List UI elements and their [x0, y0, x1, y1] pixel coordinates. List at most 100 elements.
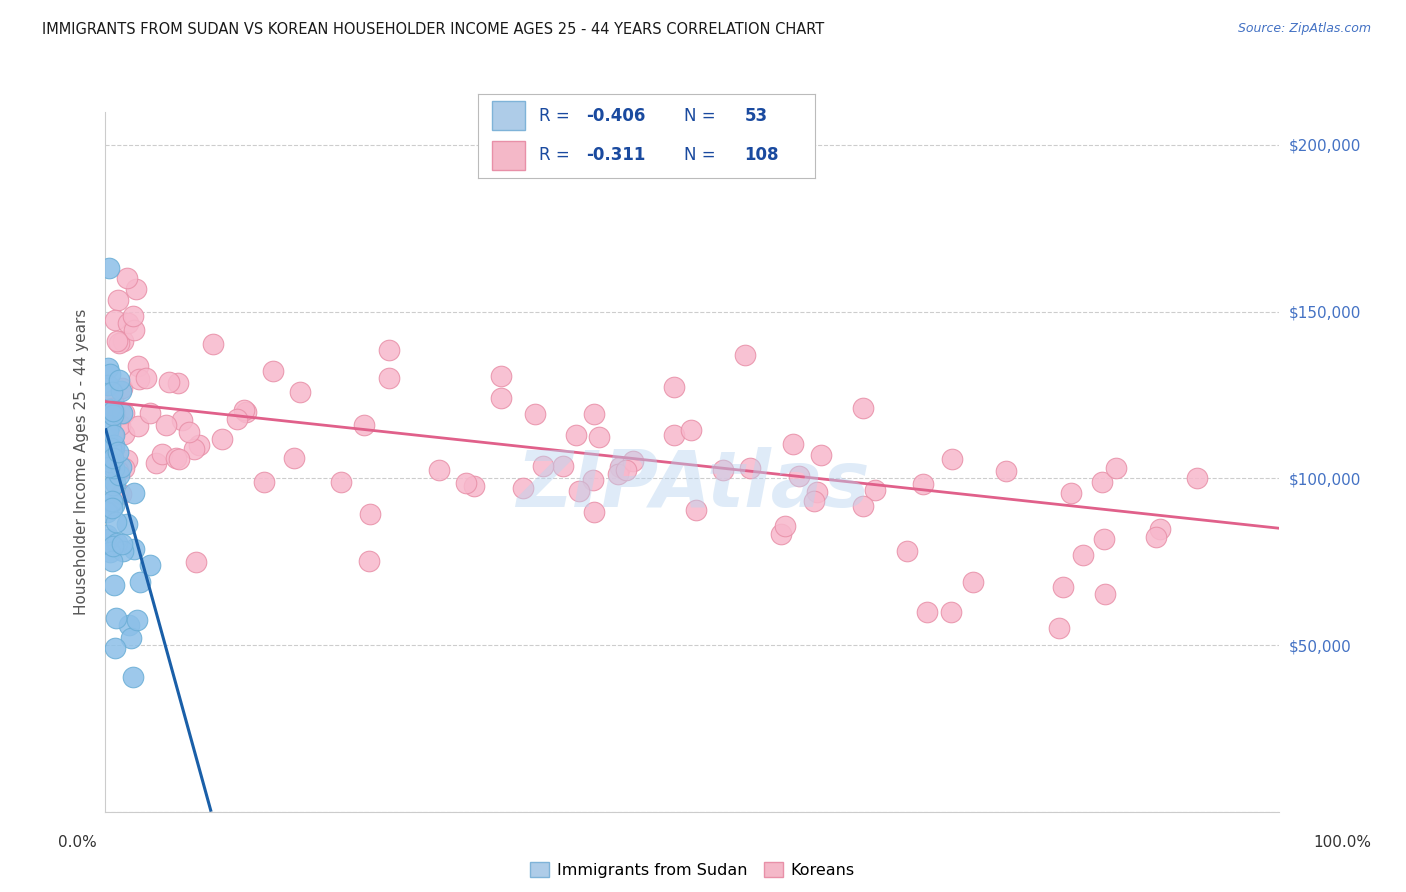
Point [1071, 548, 1094, 562]
Point [917, 605, 939, 619]
Point [463, 478, 485, 492]
Point [769, 526, 792, 541]
Point [98, 544, 121, 558]
Point [583, 407, 606, 421]
Point [97, 424, 120, 438]
Point [167, 376, 190, 390]
Point [112, 461, 135, 475]
Point [353, 418, 375, 433]
Point [101, 540, 124, 554]
Text: R =: R = [538, 107, 575, 125]
Point [803, 494, 825, 508]
Point [330, 475, 353, 490]
Point [939, 605, 962, 619]
Text: IMMIGRANTS FROM SUDAN VS KOREAN HOUSEHOLDER INCOME AGES 25 - 44 YEARS CORRELATIO: IMMIGRANTS FROM SUDAN VS KOREAN HOUSEHOL… [42, 22, 824, 37]
Point [138, 558, 160, 572]
Point [110, 384, 132, 398]
Point [135, 371, 157, 385]
Point [170, 413, 193, 427]
Text: 0.0%: 0.0% [58, 836, 97, 850]
Point [188, 438, 211, 452]
Point [962, 574, 984, 589]
Point [104, 313, 127, 327]
Point [118, 618, 141, 632]
Point [1144, 530, 1167, 544]
Y-axis label: Householder Income Ages 25 - 44 years: Householder Income Ages 25 - 44 years [75, 309, 90, 615]
Point [108, 468, 131, 483]
Point [1092, 532, 1115, 546]
Point [773, 518, 796, 533]
Point [111, 381, 134, 395]
Point [1047, 621, 1070, 635]
Point [184, 555, 207, 569]
Point [852, 499, 875, 513]
Point [100, 367, 122, 381]
Point [183, 442, 205, 456]
Point [110, 460, 132, 475]
Point [100, 441, 122, 455]
Point [740, 461, 762, 475]
Point [122, 309, 145, 323]
Point [103, 392, 125, 407]
Point [150, 447, 173, 461]
Point [533, 458, 555, 473]
Point [97, 378, 120, 392]
Point [614, 463, 637, 477]
Point [104, 406, 127, 420]
Point [623, 454, 645, 468]
Point [112, 544, 135, 558]
Point [685, 503, 707, 517]
Text: N =: N = [683, 107, 721, 125]
Point [105, 515, 128, 529]
Point [103, 441, 125, 455]
Point [97, 459, 120, 474]
Point [96, 451, 118, 466]
Point [662, 379, 685, 393]
Point [100, 500, 122, 515]
Point [1105, 461, 1128, 475]
Point [128, 372, 150, 386]
Point [111, 334, 134, 349]
Point [1149, 522, 1171, 536]
Point [103, 499, 125, 513]
Point [582, 473, 605, 487]
Point [107, 465, 129, 479]
Point [98, 455, 121, 469]
Point [115, 517, 138, 532]
Point [108, 335, 131, 350]
Point [101, 495, 124, 509]
Point [177, 425, 200, 439]
Point [103, 408, 125, 422]
Point [582, 505, 605, 519]
Point [427, 463, 450, 477]
Point [117, 317, 139, 331]
Point [606, 467, 628, 481]
Text: 108: 108 [745, 145, 779, 163]
Point [863, 483, 886, 498]
Point [489, 391, 512, 405]
Point [101, 493, 124, 508]
Bar [492, 102, 526, 130]
Point [787, 469, 810, 483]
Text: -0.311: -0.311 [586, 145, 645, 163]
Point [107, 373, 129, 387]
Point [125, 613, 148, 627]
Point [679, 423, 702, 437]
Point [288, 384, 311, 399]
Point [117, 271, 139, 285]
Point [588, 430, 610, 444]
Point [165, 450, 187, 465]
Point [734, 348, 756, 362]
Point [98, 418, 121, 433]
Point [110, 487, 132, 501]
Text: ZIPAtlas: ZIPAtlas [516, 447, 869, 523]
Point [103, 460, 125, 475]
Point [377, 370, 399, 384]
Point [104, 610, 127, 624]
Point [155, 418, 177, 433]
Point [489, 369, 512, 384]
Point [283, 451, 305, 466]
Point [359, 507, 381, 521]
Point [1187, 471, 1209, 485]
Point [253, 475, 276, 489]
